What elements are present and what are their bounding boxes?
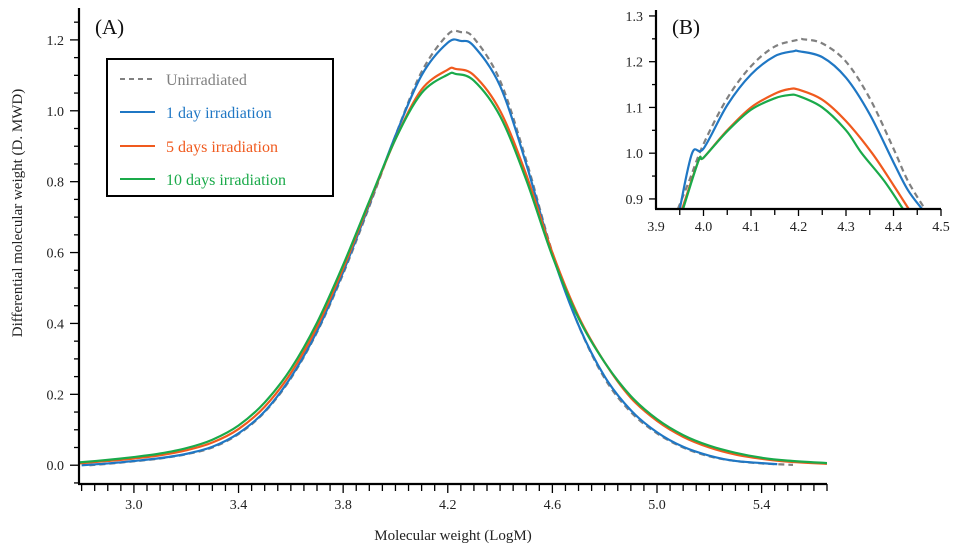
panel-b-series-unirradiated (676, 37, 926, 209)
panel-b-y-tick-label: 0.9 (626, 193, 644, 208)
panel-b-x-tick-label: 4.2 (790, 220, 808, 235)
panel-b-x-tick-label: 4.5 (932, 220, 950, 235)
panel-a-series-lines (79, 29, 827, 467)
panel-b-x-tick-label: 3.9 (647, 220, 665, 235)
panel-b-inset-chart: 3.9 4.0 4.1 4.2 4.3 4.4 4.5 0.9 1.0 1.1 1.2 1.3 (B) (626, 10, 950, 235)
panel-b-series-1-day-irradiation (678, 49, 923, 209)
panel-b-series-lines (676, 37, 926, 209)
panel-b-label: (B) (672, 15, 700, 39)
panel-b-y-tick-label: 1.1 (626, 101, 644, 116)
panel-a-y-tick-label: 0.2 (47, 388, 65, 403)
panel-a-y-tick-label: 1.0 (47, 105, 65, 120)
panel-b-y-tick-label: 1.0 (626, 147, 644, 162)
panel-a-x-tick-label: 5.0 (648, 498, 666, 513)
panel-b-x-tick-label: 4.4 (885, 220, 903, 235)
x-axis-title: Molecular weight (LogM) (374, 528, 531, 544)
panel-a-series-1-day-irradiation (81, 38, 778, 467)
panel-b-x-tick-label: 4.3 (837, 220, 855, 235)
panel-a-x-tick-label: 5.4 (753, 498, 771, 513)
legend: Unirradiated 1 day irradiation 5 days ir… (106, 58, 334, 197)
panel-a-y-tick-label: 0.6 (47, 247, 65, 262)
panel-a-y-tick-label: 0.4 (47, 317, 65, 332)
panel-a-main-chart: 3.0 3.4 3.8 4.2 4.6 5.0 5.4 0.0 0.2 0.4 0.6 0.8 1.0 1… (10, 8, 828, 544)
y-axis-title: Differential molecular weight (D. MWD) (10, 89, 26, 337)
legend-label-unirradiated: Unirradiated (166, 72, 247, 89)
panel-a-x-tick-label: 3.4 (230, 498, 248, 513)
panel-b-y-tick-label: 1.3 (626, 10, 644, 25)
legend-label-5-days: 5 days irradiation (166, 139, 278, 156)
panel-a-y-tick-label: 0.0 (47, 459, 65, 474)
panel-a-x-tick-label: 3.0 (125, 498, 143, 513)
legend-label-10-days: 10 days irradiation (166, 172, 286, 189)
panel-a-x-tick-label: 4.2 (439, 498, 457, 513)
panel-a-series-5-days-irradiation (79, 66, 827, 465)
panel-b-x-tick-label: 4.1 (742, 220, 760, 235)
legend-label-1-day: 1 day irradiation (166, 105, 272, 122)
panel-a-label: (A) (95, 15, 124, 39)
panel-a-series-10-days-irradiation (79, 71, 827, 465)
panel-b-x-tick-label: 4.0 (695, 220, 713, 235)
panel-a-x-tick-label: 4.6 (544, 498, 562, 513)
panel-b-y-tick-label: 1.2 (626, 56, 644, 71)
panel-b-axes: 3.9 4.0 4.1 4.2 4.3 4.4 4.5 0.9 1.0 1.1 1.2 1.3 (626, 10, 950, 235)
legend-box (106, 58, 334, 197)
panel-b-series-10-days-irradiation (682, 93, 904, 209)
panel-a-y-tick-label: 1.2 (47, 34, 65, 49)
panel-a-axes: 3.0 3.4 3.8 4.2 4.6 5.0 5.4 0.0 0.2 0.4 0.6 0.8 1.0 1… (47, 8, 828, 513)
panel-a-y-tick-label: 0.8 (47, 176, 65, 191)
panel-a-x-tick-label: 3.8 (334, 498, 352, 513)
